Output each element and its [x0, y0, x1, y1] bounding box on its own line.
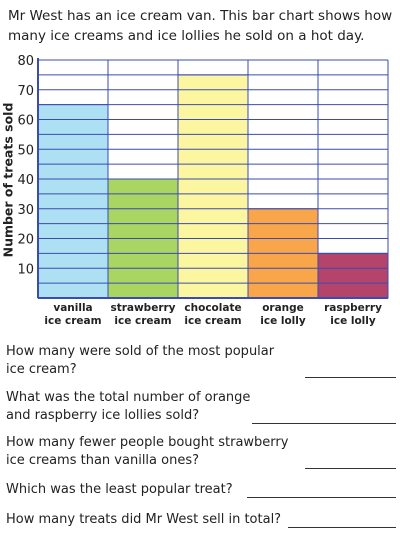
- y-tick-label: 50: [17, 143, 34, 158]
- x-tick-label: ice cream: [114, 315, 171, 327]
- question-text-line: ice creams than vanilla ones?: [6, 453, 200, 468]
- x-tick-label: chocolate: [184, 302, 241, 314]
- answer-line-1[interactable]: [305, 377, 396, 378]
- answer-line-2[interactable]: [252, 423, 396, 424]
- answer-line-4[interactable]: [247, 497, 396, 498]
- y-tick-label: 10: [17, 262, 34, 277]
- y-tick-label: 60: [17, 114, 34, 129]
- bar-4: [317, 252, 389, 299]
- question-text-line: Which was the least popular treat?: [6, 482, 233, 497]
- question-4: Which was the least popular treat?: [6, 481, 233, 499]
- question-text-line: How many were sold of the most popular: [6, 344, 275, 359]
- y-tick-label: 20: [17, 233, 34, 248]
- x-tick-label: orange: [262, 302, 304, 314]
- x-tick-label: ice lolly: [330, 315, 376, 327]
- x-tick-label: raspberry: [324, 302, 382, 314]
- y-tick-label: 30: [17, 203, 34, 218]
- question-text-line: and raspberry ice lollies sold?: [6, 408, 200, 423]
- y-tick-label: 40: [17, 173, 34, 188]
- question-2: What was the total number of orange and r…: [6, 389, 250, 425]
- x-tick-label: ice lolly: [260, 315, 306, 327]
- x-tick-label: ice cream: [184, 315, 241, 327]
- bar-0: [37, 104, 109, 299]
- question-5: How many treats did Mr West sell in tota…: [6, 511, 281, 529]
- question-3: How many fewer people bought strawberry i…: [6, 434, 288, 470]
- x-tick-label: strawberry: [110, 302, 175, 314]
- question-text-line: ice cream?: [6, 362, 77, 377]
- question-text-line: How many fewer people bought strawberry: [6, 435, 289, 450]
- answer-line-5[interactable]: [288, 527, 396, 528]
- x-tick-label: ice cream: [44, 315, 101, 327]
- bar-2: [177, 74, 249, 299]
- question-text-line: How many treats did Mr West sell in tota…: [6, 512, 282, 527]
- x-tick-label: vanilla: [53, 302, 92, 314]
- intro-text: Mr West has an ice cream van. This bar c…: [8, 8, 393, 44]
- question-text-line: What was the total number of orange: [6, 390, 251, 405]
- answer-line-3[interactable]: [305, 468, 396, 469]
- question-1: How many were sold of the most popular ic…: [6, 343, 274, 379]
- y-tick-label: 80: [17, 54, 34, 69]
- y-tick-label: 70: [17, 84, 34, 99]
